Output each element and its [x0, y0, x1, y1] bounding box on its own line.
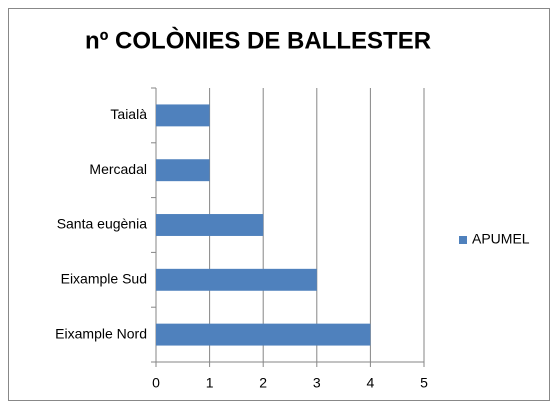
legend-swatch: [459, 236, 467, 244]
x-tick-label: 5: [420, 375, 428, 391]
x-tick-label: 0: [152, 375, 160, 391]
legend-label: APUMEL: [472, 231, 530, 247]
x-tick-label: 4: [367, 375, 375, 391]
chart-title: nº COLÒNIES DE BALLESTER: [85, 26, 431, 54]
y-tick-label: Santa eugènia: [57, 216, 148, 232]
bar: [156, 214, 264, 236]
y-tick-label: Mercadal: [89, 161, 147, 177]
y-tick-label: Eixample Sud: [61, 271, 147, 287]
x-tick-label: 3: [313, 375, 321, 391]
bar: [156, 159, 210, 182]
y-tick-label: Taialà: [110, 106, 147, 122]
bar: [156, 323, 371, 346]
bar: [156, 104, 210, 127]
y-tick-label: Eixample Nord: [55, 325, 147, 341]
x-tick-label: 1: [206, 375, 214, 391]
bar: [156, 268, 317, 291]
x-tick-label: 2: [259, 375, 267, 391]
